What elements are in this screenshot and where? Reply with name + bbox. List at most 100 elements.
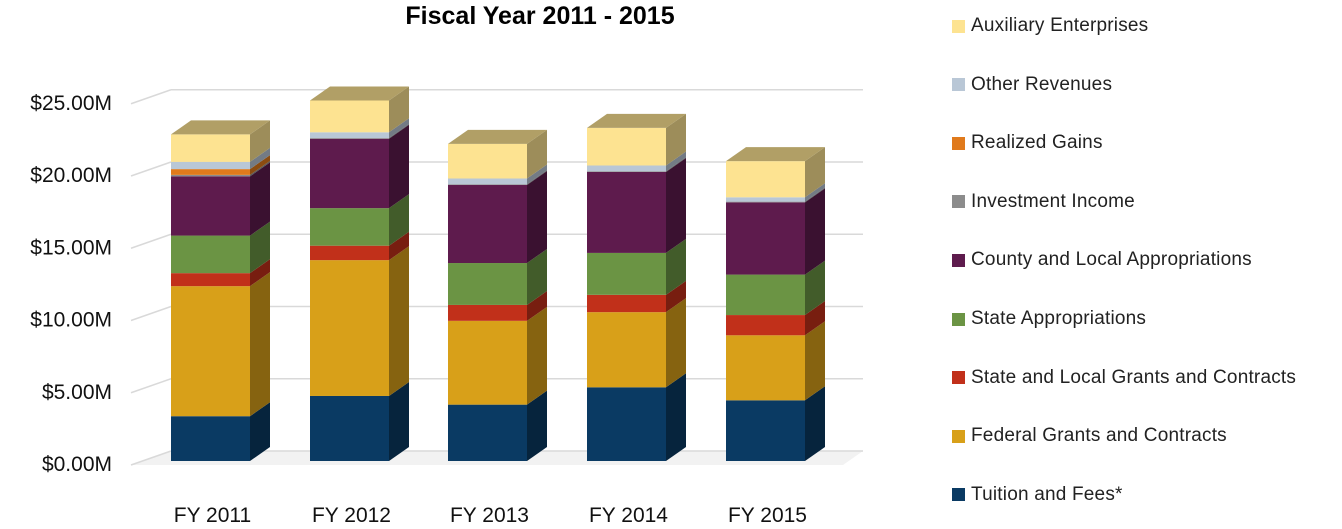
bar-segment	[448, 263, 527, 305]
x-tick-label: FY 2013	[450, 504, 529, 527]
y-tick-label: $10.00M	[30, 309, 112, 332]
bar-segment	[448, 304, 527, 321]
bar-segment-side	[666, 373, 686, 461]
bar-segment-side	[666, 113, 686, 166]
legend-label: State Appropriations	[971, 308, 1147, 329]
gridline-diagonal	[130, 450, 172, 466]
bar-top-cap	[726, 147, 825, 162]
bar-segment	[726, 197, 805, 202]
bar-segment-side	[527, 164, 547, 185]
bar-segment-side	[389, 124, 409, 209]
bar-segment	[171, 176, 250, 236]
gridline-diagonal	[130, 161, 172, 177]
gridline-diagonal	[130, 378, 172, 394]
bar-segment	[448, 404, 527, 461]
bar-segment-side	[250, 160, 270, 177]
bar-segment-side	[389, 194, 409, 246]
legend-swatch	[952, 78, 965, 92]
bar-segment	[587, 312, 666, 388]
bar-segment	[448, 185, 527, 264]
bar-segment-side	[250, 147, 270, 170]
y-tick-label: $15.00M	[30, 236, 112, 259]
bar-segment	[310, 245, 389, 261]
bar-segment	[726, 274, 805, 316]
y-tick-label: $20.00M	[30, 164, 112, 187]
bar-segment	[171, 416, 250, 461]
legend-item: State Appropriations	[952, 306, 1146, 332]
bar-segment-side	[250, 120, 270, 162]
bar-segment-side	[527, 306, 547, 405]
bar-segment-side	[666, 280, 686, 313]
bar-segment-side	[527, 390, 547, 461]
legend-label: Realized Gains	[971, 132, 1103, 154]
bar-segment	[310, 260, 389, 396]
legend-label: Federal Grants and Contracts	[971, 425, 1227, 447]
bar-segment-side	[805, 187, 825, 203]
legend-swatch	[952, 136, 965, 150]
x-tick-label: FY 2011	[174, 504, 251, 527]
x-tick-label: FY 2014	[589, 504, 668, 527]
bar-segment	[587, 171, 666, 172]
bar-segment-side	[805, 260, 825, 316]
bar-segment	[171, 134, 250, 162]
bar-segment	[171, 286, 250, 417]
legend-label: Auxiliary Enterprises	[971, 15, 1149, 36]
bar-segment-side	[250, 402, 270, 461]
bar-segment-side	[527, 249, 547, 305]
bar-segment	[310, 395, 389, 461]
bar-segment-side	[389, 86, 409, 133]
y-tick-label: $5.00M	[42, 381, 112, 404]
legend-item: Auxiliary Enterprises	[952, 13, 1148, 39]
legend-item: Federal Grants and Contracts	[952, 423, 1227, 449]
legend-item: Realized Gains	[952, 130, 1103, 156]
bar-segment	[310, 138, 389, 209]
legend-label: Other Revenues	[971, 73, 1113, 95]
bar-segment-side	[389, 124, 409, 139]
bar-segment	[587, 127, 666, 166]
legend-label: Investment Income	[971, 190, 1135, 212]
gridline-diagonal	[130, 89, 172, 105]
bar-segment-side	[666, 151, 686, 172]
bar-segment-side	[250, 221, 270, 274]
bar-segment	[310, 208, 389, 246]
bar-segment	[726, 400, 805, 461]
bar-segment-side	[389, 381, 409, 461]
x-tick-label: FY 2015	[728, 504, 807, 527]
legend-item: Investment Income	[952, 189, 1135, 215]
bar-segment	[587, 252, 666, 295]
bar-segment	[587, 172, 666, 253]
bar-segment	[448, 320, 527, 405]
bar-top-cap	[448, 129, 547, 144]
bar-segment	[171, 169, 250, 175]
x-tick-label: FY 2012	[312, 504, 391, 527]
gridline-diagonal	[130, 305, 172, 322]
bar-segment-side	[250, 259, 270, 287]
bar-segment-side	[527, 129, 547, 179]
y-tick-label: $0.00M	[42, 453, 112, 476]
bar-segment	[587, 387, 666, 461]
bar-segment	[726, 335, 805, 401]
bar-segment	[310, 138, 389, 139]
chart-title: Fiscal Year 2011 - 2015	[405, 2, 675, 30]
gridline-diagonal	[130, 233, 172, 249]
legend-item: State and Local Grants and Contracts	[952, 365, 1296, 391]
bar-segment-side	[805, 321, 825, 401]
y-tick-label: $25.00M	[30, 92, 112, 115]
legend-swatch	[952, 371, 965, 385]
legend-label: Tuition and Fees*	[971, 483, 1123, 505]
chart-plot: $0.00M $5.00M $10.00M $15.00M $20.00M $25.00M…	[30, 86, 863, 527]
bar-segment	[726, 202, 805, 275]
legend-swatch	[952, 312, 965, 326]
bar-segment	[587, 294, 666, 313]
bar-segment	[171, 273, 250, 287]
bar-segment	[587, 165, 666, 172]
bar-segment-side	[389, 231, 409, 261]
bar-segment-side	[805, 301, 825, 336]
bar-segment-side	[666, 298, 686, 388]
bar-segment-side	[250, 272, 270, 417]
bar-segment-side	[527, 171, 547, 264]
legend-swatch	[952, 19, 965, 33]
bar-segment	[448, 178, 527, 185]
bar-segment-side	[250, 162, 270, 236]
bar-segment	[726, 201, 805, 203]
